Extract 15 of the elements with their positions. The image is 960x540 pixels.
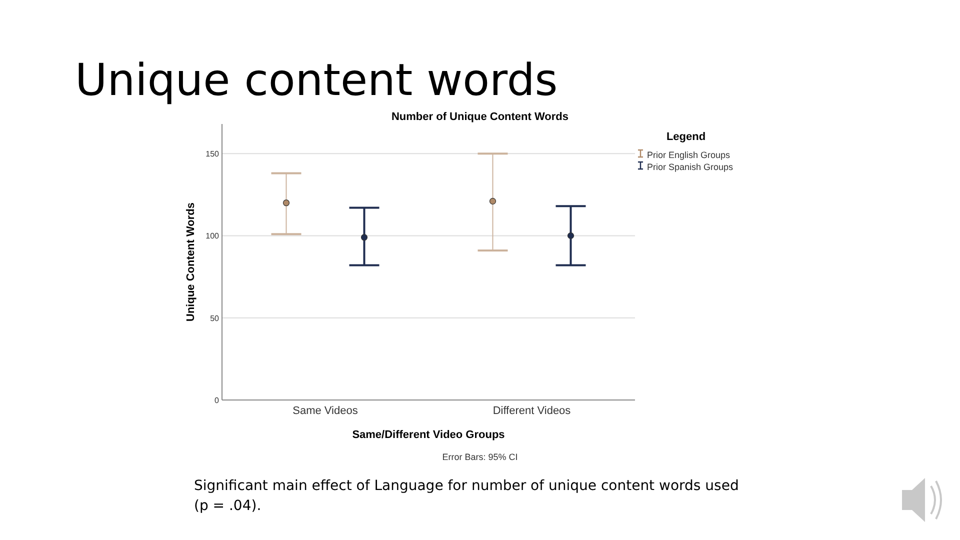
x-tick-label: Same Videos <box>292 405 358 417</box>
text: Significant main effect of Language for number of unique content words used (p = .04). <box>194 477 740 516</box>
x-axis-title: Same/Different Video Groups <box>352 429 505 441</box>
y-tick-label: 150 <box>206 150 220 159</box>
legend-label: Prior Spanish Groups <box>647 162 734 172</box>
y-tick-label: 100 <box>206 232 220 241</box>
chart-subtitle: Number of Unique Content Words <box>391 111 569 123</box>
legend-title: Legend <box>666 131 706 143</box>
y-axis-title: Unique Content Words <box>185 202 197 322</box>
chart-title: Unique content words <box>75 55 558 106</box>
y-tick-label: 0 <box>214 396 220 405</box>
text: Error Bars: 95% CI <box>442 452 518 462</box>
x-tick-label: Different Videos <box>492 405 572 417</box>
legend-label: Prior English Groups <box>647 150 731 160</box>
y-tick-label: 50 <box>210 314 220 323</box>
